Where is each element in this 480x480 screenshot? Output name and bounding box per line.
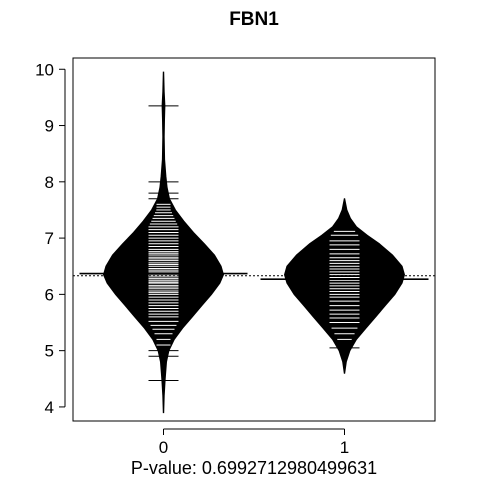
y-tick-label: 10 [35, 60, 54, 79]
bean-shape-0 [102, 71, 225, 414]
x-tick-label: 1 [340, 438, 349, 457]
plot-frame [72, 57, 436, 422]
y-tick-label: 9 [45, 117, 54, 136]
bean-group-0 [79, 71, 248, 414]
y-tick-label: 8 [45, 173, 54, 192]
bean-group-1 [260, 198, 429, 374]
y-tick-label: 6 [45, 285, 54, 304]
y-tick-label: 4 [45, 398, 54, 417]
x-tick-label: 0 [159, 438, 168, 457]
y-tick-label: 7 [45, 229, 54, 248]
x-axis-label: P-value: 0.6992712980499631 [131, 458, 377, 478]
y-tick-label: 5 [45, 342, 54, 361]
chart-title: FBN1 [229, 9, 279, 30]
y-axis: 4 5 6 7 8 9 10 [35, 60, 66, 417]
beans-layer [79, 71, 429, 414]
